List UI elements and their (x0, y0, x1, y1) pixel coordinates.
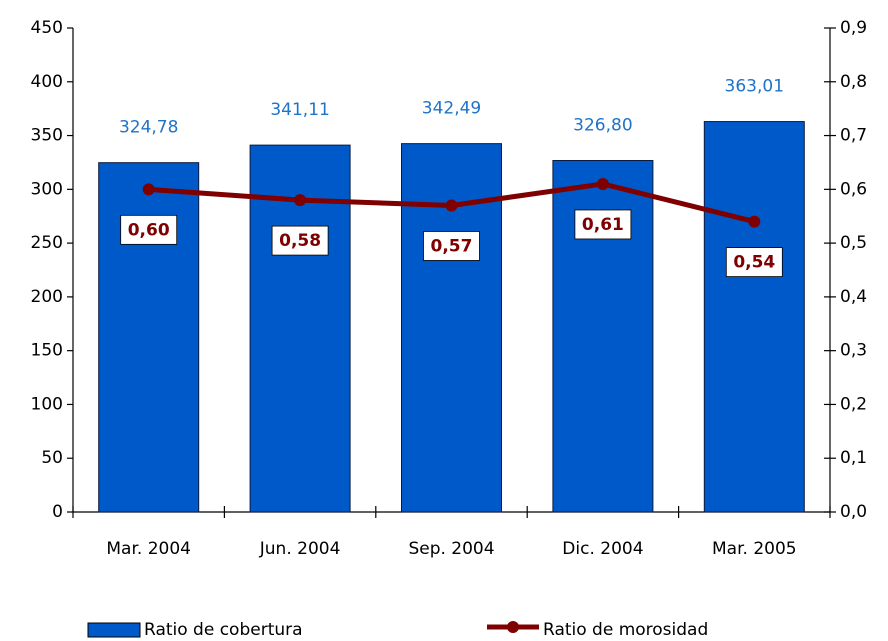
line-label-box (271, 225, 329, 256)
line-value-label: 0,60 (128, 220, 170, 240)
x-tick-label: Mar. 2005 (712, 539, 797, 559)
bar-value-label: 341,11 (270, 100, 329, 120)
y-tick-label: 250 (31, 233, 63, 253)
bar-value-label: 342,49 (422, 99, 481, 119)
y-tick-label: 200 (31, 287, 63, 307)
y2-tick-label: 0,2 (840, 394, 867, 414)
bar-value-label: 326,80 (573, 116, 632, 136)
y2-tick-label: 0,5 (840, 233, 867, 253)
y-tick-label: 400 (31, 72, 63, 92)
line-label-box (120, 214, 178, 245)
line-label-box (423, 231, 480, 261)
y2-tick-label: 0,4 (840, 287, 867, 307)
y-tick-label: 350 (31, 126, 63, 146)
legend-swatch (87, 622, 141, 638)
line-marker (142, 183, 155, 196)
bar (703, 121, 805, 513)
line-label-box (574, 209, 632, 240)
line-value-label: 0,61 (582, 215, 624, 235)
x-tick-label: Jun. 2004 (259, 539, 341, 559)
bar-value-label: 363,01 (725, 77, 784, 97)
x-tick-label: Sep. 2004 (408, 539, 494, 559)
line-value-label: 0,57 (431, 236, 473, 256)
y-tick-label: 300 (31, 179, 63, 199)
legend-label: Ratio de cobertura (144, 620, 303, 640)
y-tick-label: 100 (31, 394, 63, 414)
line-value-label: 0,58 (279, 231, 321, 251)
line-marker (445, 199, 458, 212)
y-tick-label: 50 (41, 448, 63, 468)
legend-marker (507, 621, 519, 633)
line-marker (748, 215, 761, 228)
bar-value-label: 324,78 (119, 118, 178, 138)
line-label-box (725, 247, 783, 278)
y2-tick-label: 0,3 (840, 341, 867, 361)
legend-label: Ratio de morosidad (543, 620, 708, 640)
x-tick-label: Mar. 2004 (106, 539, 191, 559)
line-value-label: 0,54 (733, 253, 775, 273)
line-marker (596, 177, 609, 190)
y2-tick-label: 0,8 (840, 72, 867, 92)
y-tick-label: 450 (31, 18, 63, 38)
y-tick-label: 150 (31, 341, 63, 361)
line-marker (294, 194, 307, 207)
y2-tick-label: 0,1 (840, 448, 867, 468)
bar (249, 144, 351, 513)
y-tick-label: 0 (52, 502, 63, 522)
y2-tick-label: 0,7 (840, 126, 867, 146)
y2-tick-label: 0,9 (840, 18, 867, 38)
x-tick-label: Dic. 2004 (562, 539, 643, 559)
y2-tick-label: 0,6 (840, 179, 867, 199)
y2-tick-label: 0,0 (840, 502, 867, 522)
